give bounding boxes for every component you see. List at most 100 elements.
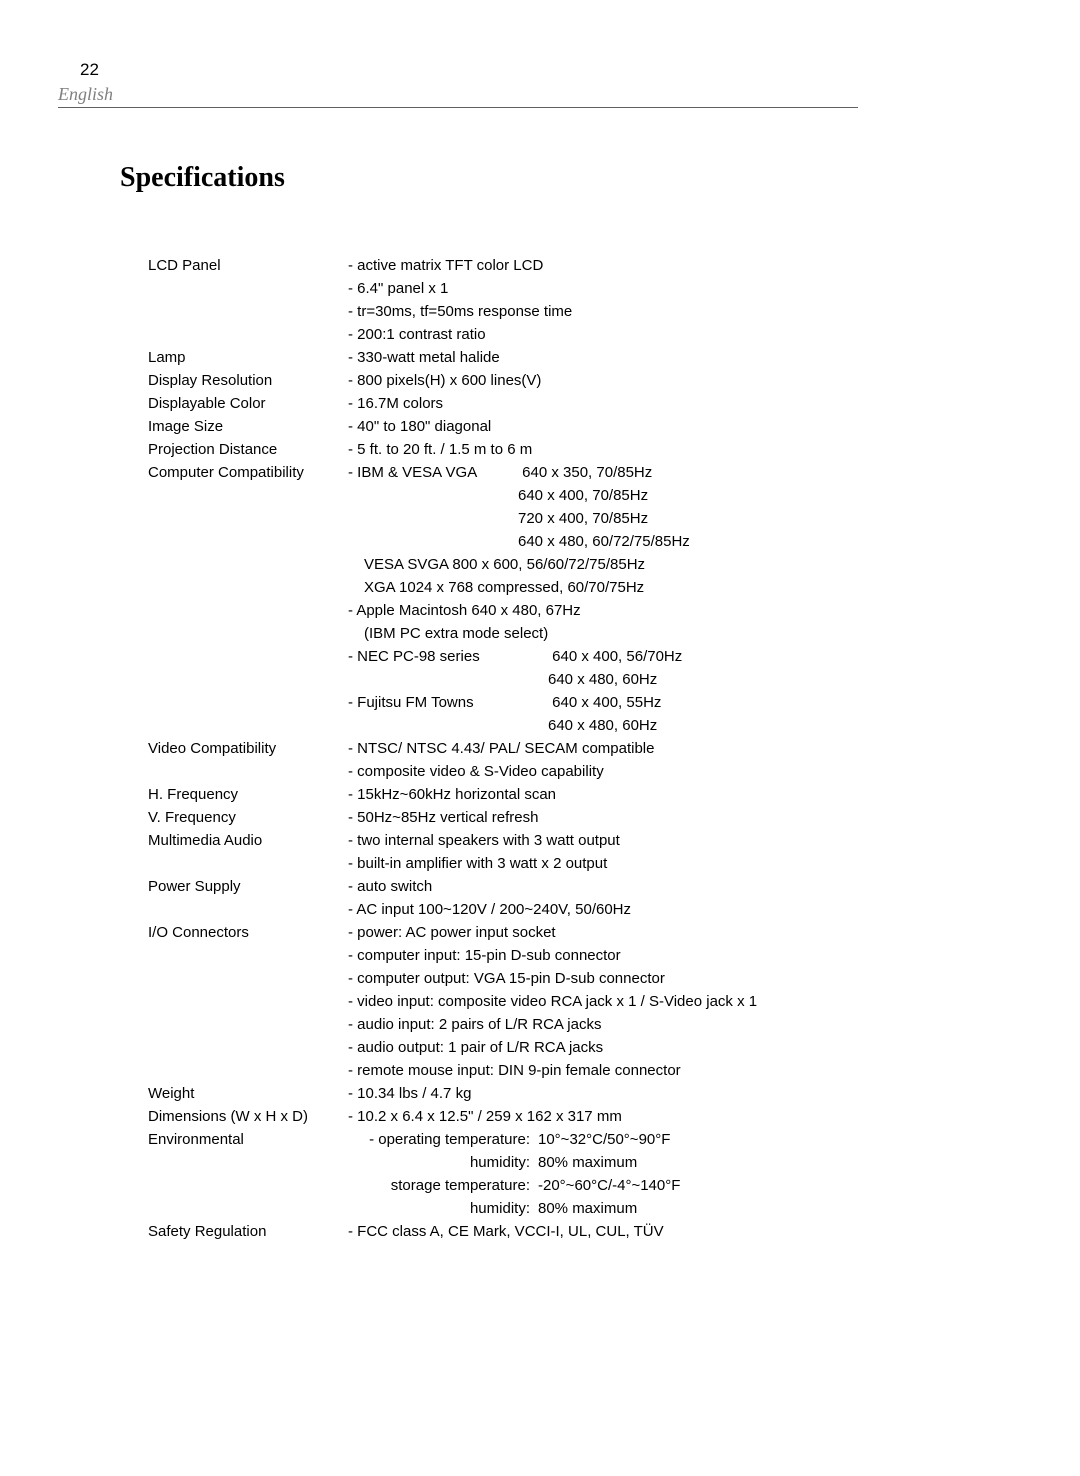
prefix: - Fujitsu FM Towns <box>348 691 548 714</box>
spec-line: - audio input: 2 pairs of L/R RCA jacks <box>348 1013 1000 1036</box>
spec-row-video: Video Compatibility - NTSC/ NTSC 4.43/ P… <box>148 737 1000 783</box>
spec-value: - 330-watt metal halide <box>348 346 1000 369</box>
env-sub-value: 80% maximum <box>538 1197 1000 1220</box>
spec-label: Image Size <box>148 415 348 438</box>
spec-label: Displayable Color <box>148 392 348 415</box>
spec-line: humidity: 80% maximum <box>348 1197 1000 1220</box>
spec-line: 720 x 400, 70/85Hz <box>518 507 1000 530</box>
spec-value: - 40" to 180" diagonal <box>348 415 1000 438</box>
spec-label: Environmental <box>148 1128 348 1220</box>
env-sub-value: 80% maximum <box>538 1151 1000 1174</box>
spec-line: - tr=30ms, tf=50ms response time <box>348 300 1000 323</box>
spec-line: - computer output: VGA 15-pin D-sub conn… <box>348 967 1000 990</box>
env-sub-value: 10°~32°C/50°~90°F <box>538 1128 1000 1151</box>
spec-value: - NTSC/ NTSC 4.43/ PAL/ SECAM compatible… <box>348 737 1000 783</box>
spec-line: - IBM & VESA VGA 640 x 350, 70/85Hz <box>348 461 1000 484</box>
spec-row-env: Environmental - operating temperature: 1… <box>148 1128 1000 1220</box>
spec-label: LCD Panel <box>148 254 348 346</box>
spec-row-lcd: LCD Panel - active matrix TFT color LCD … <box>148 254 1000 346</box>
spec-value: - 5 ft. to 20 ft. / 1.5 m to 6 m <box>348 438 1000 461</box>
spec-row-color: Displayable Color - 16.7M colors <box>148 392 1000 415</box>
spec-line: VESA SVGA 800 x 600, 56/60/72/75/85Hz <box>364 553 1000 576</box>
spec-line: - 200:1 contrast ratio <box>348 323 1000 346</box>
spec-row-audio: Multimedia Audio - two internal speakers… <box>148 829 1000 875</box>
spec-line: - composite video & S-Video capability <box>348 760 1000 783</box>
page-container: 22 English Specifications LCD Panel - ac… <box>0 0 1080 1303</box>
prefix: - IBM & VESA VGA <box>348 461 518 484</box>
spec-row-dist: Projection Distance - 5 ft. to 20 ft. / … <box>148 438 1000 461</box>
spec-label: Display Resolution <box>148 369 348 392</box>
spec-label: Weight <box>148 1082 348 1105</box>
spec-row-res: Display Resolution - 800 pixels(H) x 600… <box>148 369 1000 392</box>
spec-label: Lamp <box>148 346 348 369</box>
spec-line: - AC input 100~120V / 200~240V, 50/60Hz <box>348 898 1000 921</box>
spec-line: 640 x 480, 60Hz <box>548 714 1000 737</box>
spec-row-hfreq: H. Frequency - 15kHz~60kHz horizontal sc… <box>148 783 1000 806</box>
spec-value: - 50Hz~85Hz vertical refresh <box>348 806 1000 829</box>
spec-line: - NTSC/ NTSC 4.43/ PAL/ SECAM compatible <box>348 737 1000 760</box>
prefix: - NEC PC-98 series <box>348 645 548 668</box>
spec-value: - 15kHz~60kHz horizontal scan <box>348 783 1000 806</box>
spec-row-imgsize: Image Size - 40" to 180" diagonal <box>148 415 1000 438</box>
spec-line: - 6.4" panel x 1 <box>348 277 1000 300</box>
spec-line: 640 x 480, 60Hz <box>548 668 1000 691</box>
spec-line: - NEC PC-98 series 640 x 400, 56/70Hz <box>348 645 1000 668</box>
language-label: English <box>58 84 858 108</box>
spec-label: Projection Distance <box>148 438 348 461</box>
spec-line: - Apple Macintosh 640 x 480, 67Hz <box>348 599 1000 622</box>
spec-line: - computer input: 15-pin D-sub connector <box>348 944 1000 967</box>
spec-value: - 16.7M colors <box>348 392 1000 415</box>
spec-table: LCD Panel - active matrix TFT color LCD … <box>148 254 1000 1243</box>
spec-line: - active matrix TFT color LCD <box>348 254 1000 277</box>
spec-row-compat: Computer Compatibility - IBM & VESA VGA … <box>148 461 1000 737</box>
env-sub-label: - operating temperature: <box>348 1128 538 1151</box>
spec-value: - IBM & VESA VGA 640 x 350, 70/85Hz 640 … <box>348 461 1000 737</box>
spec-value: - FCC class A, CE Mark, VCCI-I, UL, CUL,… <box>348 1220 1000 1243</box>
spec-row-dim: Dimensions (W x H x D) - 10.2 x 6.4 x 12… <box>148 1105 1000 1128</box>
spec-label: Dimensions (W x H x D) <box>148 1105 348 1128</box>
spec-row-io: I/O Connectors - power: AC power input s… <box>148 921 1000 1082</box>
spec-value: - active matrix TFT color LCD - 6.4" pan… <box>348 254 1000 346</box>
page-title: Specifications <box>120 162 1000 194</box>
spec-row-lamp: Lamp - 330-watt metal halide <box>148 346 1000 369</box>
spec-row-weight: Weight - 10.34 lbs / 4.7 kg <box>148 1082 1000 1105</box>
spec-row-power: Power Supply - auto switch - AC input 10… <box>148 875 1000 921</box>
spec-label: I/O Connectors <box>148 921 348 1082</box>
spec-line: - Fujitsu FM Towns 640 x 400, 55Hz <box>348 691 1000 714</box>
page-number: 22 <box>80 60 1000 80</box>
spec-line: 640 x 480, 60/72/75/85Hz <box>518 530 1000 553</box>
spec-line: - video input: composite video RCA jack … <box>348 990 1000 1013</box>
spec-label: Computer Compatibility <box>148 461 348 737</box>
env-sub-label: storage temperature: <box>348 1174 538 1197</box>
spec-value: - two internal speakers with 3 watt outp… <box>348 829 1000 875</box>
spec-line: - operating temperature: 10°~32°C/50°~90… <box>348 1128 1000 1151</box>
spec-value: - operating temperature: 10°~32°C/50°~90… <box>348 1128 1000 1220</box>
spec-line: 640 x 400, 70/85Hz <box>518 484 1000 507</box>
spec-line: - remote mouse input: DIN 9-pin female c… <box>348 1059 1000 1082</box>
spec-line: humidity: 80% maximum <box>348 1151 1000 1174</box>
spec-line: XGA 1024 x 768 compressed, 60/70/75Hz <box>364 576 1000 599</box>
env-sub-label: humidity: <box>348 1151 538 1174</box>
spec-label: Multimedia Audio <box>148 829 348 875</box>
spec-line: - audio output: 1 pair of L/R RCA jacks <box>348 1036 1000 1059</box>
spec-label: Video Compatibility <box>148 737 348 783</box>
spec-row-safety: Safety Regulation - FCC class A, CE Mark… <box>148 1220 1000 1243</box>
spec-line: - auto switch <box>348 875 1000 898</box>
spec-value: - 10.34 lbs / 4.7 kg <box>348 1082 1000 1105</box>
env-sub-value: -20°~60°C/-4°~140°F <box>538 1174 1000 1197</box>
spec-row-vfreq: V. Frequency - 50Hz~85Hz vertical refres… <box>148 806 1000 829</box>
spec-label: Safety Regulation <box>148 1220 348 1243</box>
spec-line: - power: AC power input socket <box>348 921 1000 944</box>
spec-line: - built-in amplifier with 3 watt x 2 out… <box>348 852 1000 875</box>
mode: 640 x 400, 56/70Hz <box>552 648 682 665</box>
spec-label: H. Frequency <box>148 783 348 806</box>
spec-label: V. Frequency <box>148 806 348 829</box>
spec-value: - 10.2 x 6.4 x 12.5" / 259 x 162 x 317 m… <box>348 1105 1000 1128</box>
spec-line: - two internal speakers with 3 watt outp… <box>348 829 1000 852</box>
spec-value: - power: AC power input socket - compute… <box>348 921 1000 1082</box>
env-sub-label: humidity: <box>348 1197 538 1220</box>
mode: 640 x 400, 55Hz <box>552 694 661 711</box>
spec-label: Power Supply <box>148 875 348 921</box>
spec-value: - auto switch - AC input 100~120V / 200~… <box>348 875 1000 921</box>
spec-line: storage temperature: -20°~60°C/-4°~140°F <box>348 1174 1000 1197</box>
